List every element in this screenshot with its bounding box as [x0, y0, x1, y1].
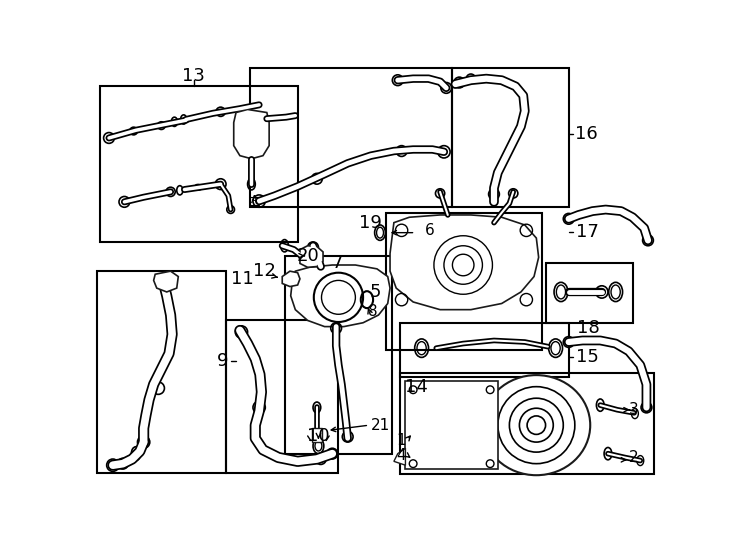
Text: 7: 7 [331, 254, 343, 273]
Text: 5: 5 [369, 283, 381, 301]
Ellipse shape [482, 375, 590, 475]
Text: 2: 2 [629, 450, 639, 465]
Text: 6: 6 [425, 223, 435, 238]
Polygon shape [291, 265, 390, 327]
Text: 3: 3 [629, 402, 639, 417]
Text: 20: 20 [297, 247, 319, 265]
Text: 21: 21 [371, 417, 390, 433]
Polygon shape [394, 448, 405, 465]
Bar [250, 68, 451, 207]
Polygon shape [233, 110, 269, 159]
Bar [545, 264, 633, 323]
Text: 9: 9 [217, 352, 228, 370]
Bar [312, 428, 321, 442]
Text: 11: 11 [230, 270, 253, 288]
Text: 15: 15 [575, 348, 598, 367]
Text: 4: 4 [396, 448, 406, 463]
Polygon shape [153, 271, 178, 292]
Text: 19: 19 [359, 214, 382, 232]
Bar [250, 197, 259, 205]
Polygon shape [390, 215, 539, 309]
Bar [400, 373, 654, 475]
Bar [226, 320, 338, 473]
Text: A: A [250, 195, 257, 205]
Text: 13: 13 [182, 68, 205, 85]
Polygon shape [283, 271, 300, 287]
Bar [405, 381, 498, 469]
Bar [100, 85, 297, 242]
Text: 12: 12 [253, 262, 276, 280]
Polygon shape [300, 246, 323, 267]
Text: 1: 1 [396, 433, 406, 448]
Bar [400, 323, 570, 377]
Text: 8: 8 [368, 303, 377, 319]
Text: 16: 16 [575, 125, 597, 143]
Text: 10: 10 [307, 427, 330, 445]
Text: 17: 17 [575, 223, 598, 241]
Text: 14: 14 [405, 377, 429, 396]
Bar [386, 213, 542, 350]
Bar [98, 271, 226, 473]
Bar [285, 256, 393, 454]
Bar [451, 68, 569, 207]
Text: 18: 18 [576, 319, 599, 337]
